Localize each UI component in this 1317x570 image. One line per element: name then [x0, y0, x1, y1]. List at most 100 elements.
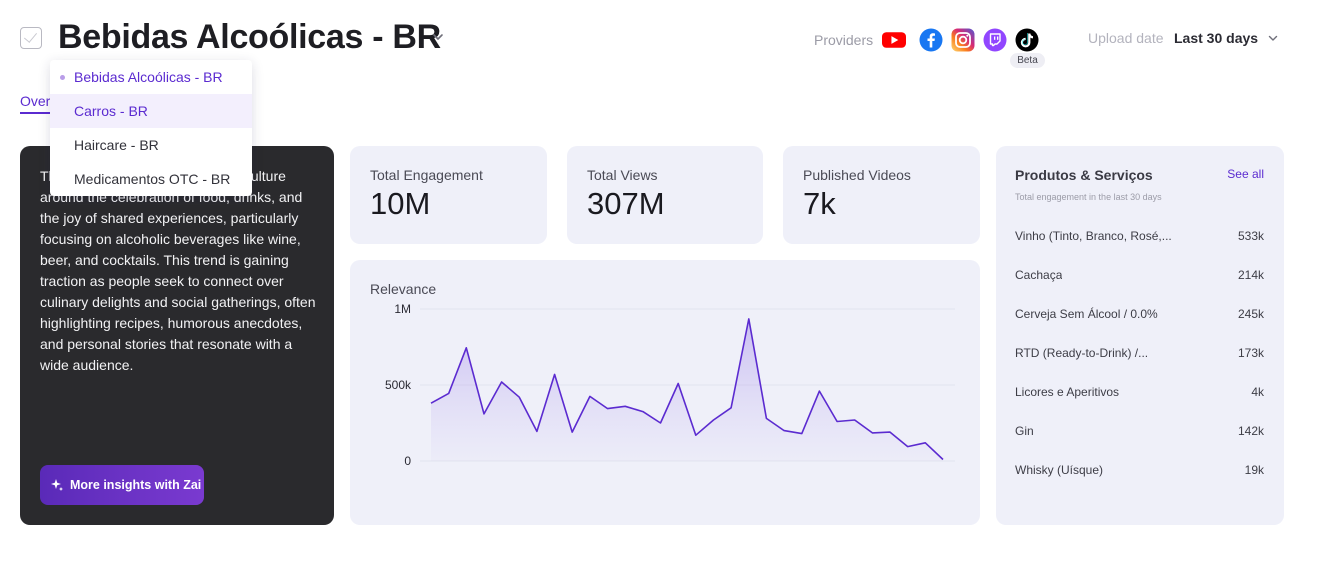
product-name: Gin [1015, 424, 1034, 438]
dropdown-item-label: Haircare - BR [74, 137, 159, 153]
relevance-point[interactable] [623, 404, 627, 408]
relevance-point[interactable] [800, 432, 804, 436]
dropdown-item-label: Bebidas Alcoólicas - BR [74, 69, 223, 85]
relevance-point[interactable] [747, 317, 751, 321]
tiktok-icon[interactable] [1015, 28, 1039, 52]
tab-overview[interactable]: Overview [20, 93, 52, 109]
y-tick-label: 0 [404, 454, 411, 468]
product-row[interactable]: RTD (Ready-to-Drink) /... 173k [1015, 346, 1264, 366]
product-row[interactable]: Gin 142k [1015, 424, 1264, 444]
product-row[interactable]: Cachaça 214k [1015, 268, 1264, 288]
relevance-point[interactable] [711, 418, 715, 422]
dropdown-item-label: Medicamentos OTC - BR [74, 171, 231, 187]
relevance-point[interactable] [888, 430, 892, 434]
product-name: RTD (Ready-to-Drink) /... [1015, 346, 1149, 360]
product-value: 214k [1237, 268, 1264, 282]
stat-total-engagement: Total Engagement 10M [350, 146, 547, 244]
relevance-point[interactable] [641, 410, 645, 414]
stat-label: Published Videos [803, 167, 911, 183]
product-row[interactable]: Vinho (Tinto, Branco, Rosé,... 533k [1015, 229, 1264, 249]
relevance-point[interactable] [694, 433, 698, 437]
relevance-point[interactable] [764, 416, 768, 420]
instagram-icon[interactable] [951, 28, 975, 52]
chevron-down-icon[interactable] [1267, 32, 1279, 44]
trend-description-card: This trend celebrates the vibrant cultur… [20, 146, 334, 525]
stat-label: Total Engagement [370, 167, 483, 183]
product-name: Licores e Aperitivos [1015, 385, 1120, 399]
more-insights-button[interactable]: More insights with Zai [40, 465, 204, 505]
product-value: 4k [1251, 385, 1264, 399]
relevance-point[interactable] [659, 421, 663, 425]
product-name: Vinho (Tinto, Branco, Rosé,... [1015, 229, 1172, 243]
products-card: Produtos & Serviços See all Total engage… [996, 146, 1284, 525]
products-subtitle: Total engagement in the last 30 days [1015, 192, 1162, 202]
relevance-point[interactable] [782, 429, 786, 433]
relevance-point[interactable] [570, 430, 574, 434]
relevance-point[interactable] [817, 389, 821, 393]
category-dropdown-menu: Bebidas Alcoólicas - BR Carros - BR Hair… [50, 60, 252, 196]
relevance-point[interactable] [553, 372, 557, 376]
product-value: 19k [1244, 463, 1264, 477]
page-title[interactable]: Bebidas Alcoólicas - BR [58, 18, 441, 56]
product-value: 142k [1237, 424, 1264, 438]
chevron-down-icon[interactable] [430, 29, 446, 45]
relevance-point[interactable] [482, 412, 486, 416]
stat-total-views: Total Views 307M [567, 146, 763, 244]
relevance-point[interactable] [923, 441, 927, 445]
product-name: Whisky (Uísque) [1015, 463, 1104, 477]
stat-label: Total Views [587, 167, 658, 183]
relevance-point[interactable] [835, 419, 839, 423]
relevance-point[interactable] [676, 381, 680, 385]
product-value: 533k [1237, 229, 1264, 243]
relevance-point[interactable] [447, 391, 451, 395]
providers-label: Providers [814, 32, 874, 48]
youtube-icon[interactable] [882, 28, 906, 52]
relevance-point[interactable] [588, 394, 592, 398]
product-name: Cerveja Sem Álcool / 0.0% [1015, 307, 1158, 321]
selected-dot-icon [60, 75, 65, 80]
relevance-point[interactable] [853, 418, 857, 422]
twitch-icon[interactable] [983, 28, 1007, 52]
trend-description: This trend celebrates the vibrant cultur… [40, 168, 316, 373]
sparkle-icon [51, 479, 63, 491]
relevance-point[interactable] [729, 406, 733, 410]
dropdown-item[interactable]: Haircare - BR [50, 128, 252, 162]
relevance-point[interactable] [517, 395, 521, 399]
upload-date-select[interactable]: Last 30 days [1174, 30, 1259, 46]
tab-underline [20, 112, 52, 114]
stat-value: 7k [803, 186, 836, 221]
relevance-line [430, 318, 944, 461]
relevance-point[interactable] [941, 457, 945, 461]
y-tick-label: 1M [394, 302, 411, 316]
product-value: 245k [1237, 307, 1264, 321]
relevance-point[interactable] [464, 346, 468, 350]
product-name: Cachaça [1015, 268, 1063, 282]
products-title: Produtos & Serviços [1015, 167, 1153, 183]
select-checkbox[interactable] [20, 27, 42, 49]
relevance-point[interactable] [906, 445, 910, 449]
y-tick-label: 500k [385, 378, 412, 392]
dropdown-item[interactable]: Bebidas Alcoólicas - BR [50, 60, 252, 94]
see-all-link[interactable]: See all [1227, 167, 1264, 181]
relevance-point[interactable] [429, 401, 433, 405]
relevance-area [431, 318, 943, 461]
product-row[interactable]: Cerveja Sem Álcool / 0.0% 245k [1015, 307, 1264, 327]
product-row[interactable]: Whisky (Uísque) 19k [1015, 463, 1264, 483]
relevance-point[interactable] [606, 407, 610, 411]
facebook-icon[interactable] [919, 28, 943, 52]
upload-date-label: Upload date [1088, 30, 1164, 46]
stat-published-videos: Published Videos 7k [783, 146, 980, 244]
relevance-chart-card: Relevance 1M 500k 0 [350, 260, 980, 525]
stat-value: 307M [587, 186, 665, 221]
dropdown-item[interactable]: Carros - BR [50, 94, 252, 128]
more-insights-label: More insights with Zai [70, 478, 202, 492]
relevance-chart: 1M 500k 0 [385, 302, 955, 468]
product-row[interactable]: Licores e Aperitivos 4k [1015, 385, 1264, 405]
dropdown-item-label: Carros - BR [74, 103, 148, 119]
beta-badge: Beta [1010, 53, 1045, 68]
relevance-point[interactable] [500, 380, 504, 384]
relevance-point[interactable] [870, 431, 874, 435]
relevance-point[interactable] [535, 429, 539, 433]
dropdown-item[interactable]: Medicamentos OTC - BR [50, 162, 252, 196]
product-value: 173k [1237, 346, 1264, 360]
